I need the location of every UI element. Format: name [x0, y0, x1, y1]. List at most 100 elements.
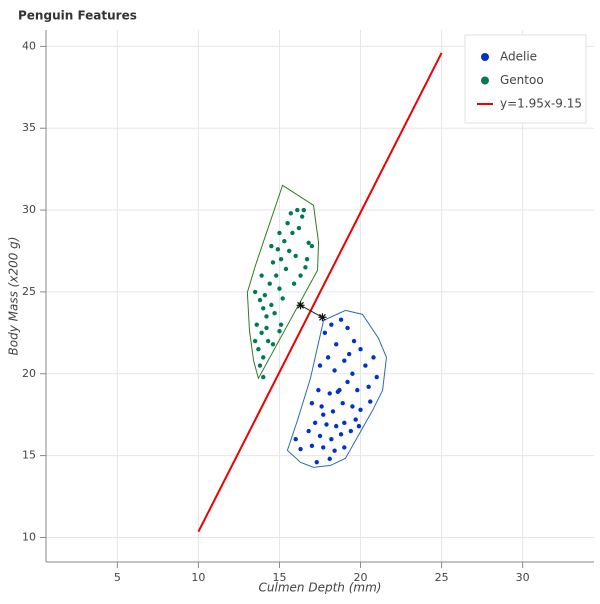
- point: [342, 445, 347, 450]
- point: [334, 423, 339, 429]
- point: [269, 302, 274, 308]
- y-tick-label: 15: [22, 449, 36, 462]
- point: [329, 437, 334, 442]
- point: [299, 214, 305, 219]
- point: [270, 260, 276, 265]
- point: [259, 273, 264, 278]
- connector: [300, 304, 323, 318]
- point: [350, 371, 355, 376]
- x-tick-label: 30: [516, 571, 530, 584]
- hull: [246, 184, 320, 380]
- point: [312, 420, 318, 426]
- point: [261, 306, 266, 311]
- point: [252, 289, 258, 295]
- legend-label: Adelie: [500, 50, 537, 64]
- point: [256, 347, 261, 352]
- point: [330, 409, 336, 414]
- point: [340, 401, 345, 406]
- point: [272, 310, 277, 316]
- point: [327, 391, 332, 396]
- point: [282, 238, 287, 244]
- point: [356, 423, 362, 429]
- point: [277, 230, 282, 236]
- point: [270, 342, 276, 347]
- hull: [286, 309, 387, 468]
- point: [335, 389, 341, 394]
- point: [321, 445, 326, 450]
- x-tick-label: 20: [354, 571, 368, 584]
- point: [293, 253, 298, 259]
- x-axis-label: Culmen Depth (mm): [259, 581, 382, 595]
- point: [291, 281, 297, 286]
- point: [342, 358, 347, 363]
- point: [269, 243, 274, 249]
- point: [363, 363, 368, 368]
- point: [306, 240, 311, 245]
- x-tick-label: 5: [114, 571, 121, 584]
- y-tick-label: 35: [22, 121, 36, 134]
- point: [345, 379, 350, 385]
- point: [304, 256, 310, 262]
- point: [334, 342, 339, 347]
- y-tick-label: 25: [22, 285, 36, 298]
- point: [301, 207, 306, 213]
- x-tick-label: 25: [435, 571, 449, 584]
- point: [366, 384, 371, 390]
- x-tick-label: 10: [191, 571, 205, 584]
- point: [306, 428, 311, 434]
- point: [317, 363, 323, 368]
- point: [264, 314, 269, 319]
- point: [317, 433, 323, 439]
- fit-line: [197, 52, 443, 533]
- point: [325, 355, 331, 360]
- point: [254, 322, 259, 327]
- point: [338, 317, 344, 322]
- point: [280, 296, 285, 301]
- point: [264, 325, 269, 331]
- point: [355, 387, 360, 393]
- point: [298, 446, 303, 452]
- star-marker: [296, 301, 305, 310]
- point: [327, 456, 332, 462]
- point: [278, 256, 284, 262]
- point: [321, 412, 326, 417]
- point: [358, 407, 363, 412]
- point: [286, 248, 292, 254]
- point: [332, 448, 337, 453]
- plot-area: [197, 52, 443, 533]
- point: [348, 428, 354, 434]
- y-axis-label: Body Mass (x200 g): [7, 237, 21, 356]
- point: [265, 338, 271, 344]
- star-marker: [318, 313, 327, 322]
- point: [283, 266, 289, 272]
- point: [259, 330, 264, 336]
- point: [332, 368, 337, 373]
- point: [261, 355, 266, 360]
- x-tick-label: 15: [272, 571, 286, 584]
- point: [278, 322, 284, 327]
- point: [374, 374, 379, 380]
- legend-swatch: [481, 53, 489, 61]
- point: [358, 347, 363, 352]
- point: [309, 243, 315, 249]
- point: [290, 230, 295, 236]
- legend-swatch: [481, 76, 489, 85]
- point: [324, 422, 329, 427]
- point: [257, 363, 263, 368]
- legend-label: y=1.95x-9.15: [500, 97, 582, 111]
- point: [285, 220, 290, 226]
- point: [275, 247, 281, 252]
- y-tick-label: 10: [22, 530, 36, 543]
- point: [309, 443, 315, 448]
- point: [368, 399, 373, 404]
- point: [338, 432, 344, 437]
- point: [342, 420, 347, 426]
- point: [316, 387, 321, 393]
- point: [329, 322, 334, 327]
- point: [296, 225, 302, 231]
- point: [319, 404, 324, 409]
- point: [346, 351, 352, 357]
- point: [309, 401, 315, 406]
- point: [277, 328, 282, 334]
